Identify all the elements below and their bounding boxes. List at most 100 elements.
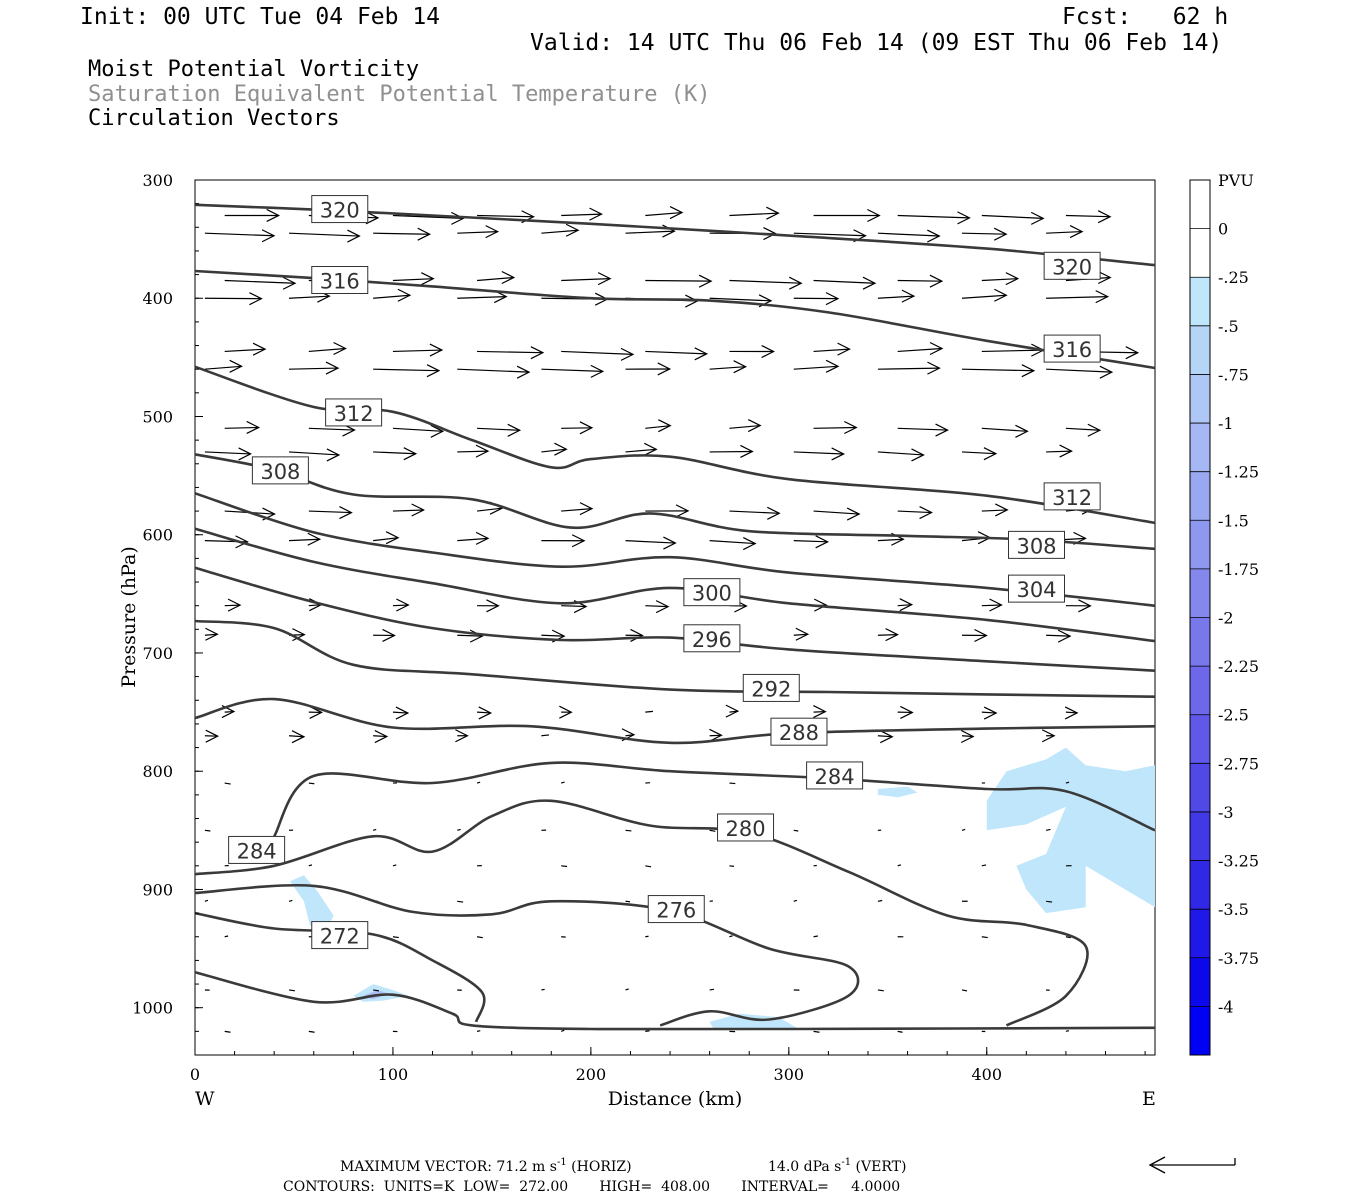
circulation-vector (1041, 729, 1056, 743)
contour-label-276: 276 (647, 895, 705, 924)
circulation-vector (645, 1030, 650, 1032)
x-axis-label: Distance (km) (608, 1088, 743, 1110)
contour-label-284: 284 (228, 835, 286, 864)
forecast-hour: Fcst: 62 h (1062, 4, 1229, 30)
contour-label-316: 316 (311, 266, 369, 295)
contour-label-316: 316 (1043, 334, 1101, 363)
circulation-vector (625, 294, 699, 308)
circulation-vector (308, 864, 313, 867)
circulation-vector (877, 730, 894, 744)
circulation-vector (224, 1030, 231, 1033)
legend-label: -3.5 (1218, 900, 1249, 919)
circulation-vector (477, 346, 545, 360)
circulation-vector (477, 270, 516, 285)
circulation-vector (709, 829, 716, 832)
circulation-vector (793, 447, 845, 461)
circulation-vector (877, 899, 883, 902)
y-tick-label: 400 (142, 289, 173, 308)
circulation-vector (373, 227, 432, 241)
circulation-vector (457, 828, 461, 831)
title-mpv: Moist Potential Vorticity (88, 57, 420, 82)
circulation-vector (645, 347, 709, 361)
svg-text:300: 300 (692, 582, 732, 606)
circulation-vector (224, 342, 267, 356)
circulation-vector (1065, 210, 1112, 224)
contour-label-312: 312 (325, 398, 383, 427)
legend-label: -.25 (1218, 268, 1249, 287)
circulation-vector (981, 211, 1045, 225)
legend-swatch (1190, 277, 1210, 327)
circulation-vector (625, 536, 677, 550)
circulation-vector (1064, 706, 1079, 720)
circulation-vector (308, 341, 347, 356)
circulation-vector (392, 343, 444, 357)
circulation-vector (625, 628, 644, 642)
circulation-vector (561, 1029, 565, 1032)
circulation-vector (392, 598, 410, 612)
circulation-vector (813, 276, 877, 290)
theta-es-contour-284 (273, 761, 1156, 838)
x-tick-label: 400 (971, 1065, 1002, 1084)
svg-text:288: 288 (779, 721, 819, 745)
circulation-vector (897, 705, 914, 719)
circulation-vector (877, 361, 941, 375)
contour-label-320: 320 (1043, 251, 1101, 280)
circulation-vector (288, 229, 361, 243)
footer-max-vector: MAXIMUM VECTOR: 71.2 m s-1 (HORIZ) 14.0 d… (340, 1157, 906, 1175)
circulation-vector (308, 506, 353, 520)
circulation-vector (457, 444, 490, 458)
circulation-vector (813, 420, 858, 435)
circulation-vector (224, 782, 231, 785)
plot-frame (194, 179, 1156, 1056)
circulation-vector (541, 223, 580, 237)
circulation-vector (541, 734, 550, 737)
circulation-vector (729, 782, 736, 785)
circulation-vector (645, 504, 690, 518)
theta-es-contour-292 (194, 619, 1156, 698)
legend-swatch (1190, 423, 1210, 473)
contour-label-304: 304 (1008, 574, 1066, 603)
circulation-vector (392, 424, 445, 438)
circulation-vector (1046, 225, 1084, 239)
legend-swatch (1190, 180, 1210, 230)
circulation-vector (625, 442, 658, 456)
theta-es-contour-296 (194, 566, 1156, 672)
circulation-vector (204, 359, 243, 373)
circulation-vector (709, 537, 757, 551)
circulation-vector (1065, 599, 1092, 613)
circulation-vector (813, 705, 827, 719)
circulation-vector (373, 531, 400, 545)
circulation-vector (372, 828, 377, 831)
circulation-vector (561, 865, 568, 868)
x-tick-label: 100 (378, 1065, 409, 1084)
legend-swatch (1190, 714, 1210, 764)
circulation-vector (1065, 781, 1070, 784)
circulation-vector (541, 988, 545, 991)
circulation-vector (561, 502, 594, 516)
circulation-vector (457, 531, 490, 545)
circulation-vector (877, 448, 925, 462)
circulation-vector (709, 728, 723, 742)
contour-label-272: 272 (311, 921, 369, 950)
circulation-vector (457, 629, 484, 643)
legend-label: -3 (1218, 803, 1234, 822)
circulation-vector (288, 989, 295, 992)
circulation-vector (793, 627, 810, 641)
legend-swatch (1190, 909, 1210, 959)
circulation-vector (561, 347, 635, 361)
circulation-vector (392, 936, 399, 939)
init-time: Init: 00 UTC Tue 04 Feb 14 (80, 4, 441, 30)
circulation-vector (561, 272, 612, 286)
legend-swatch (1190, 374, 1210, 424)
legend-unit: PVU (1218, 171, 1254, 190)
circulation-vector (373, 364, 441, 378)
circulation-vector (224, 208, 281, 223)
circulation-vector (709, 444, 754, 458)
circulation-vector (204, 447, 252, 461)
legend-label: -1.75 (1218, 560, 1259, 579)
contour-label-284: 284 (806, 761, 864, 790)
circulation-vector (204, 292, 263, 306)
circulation-vector (477, 423, 522, 437)
circulation-vector (897, 864, 901, 867)
